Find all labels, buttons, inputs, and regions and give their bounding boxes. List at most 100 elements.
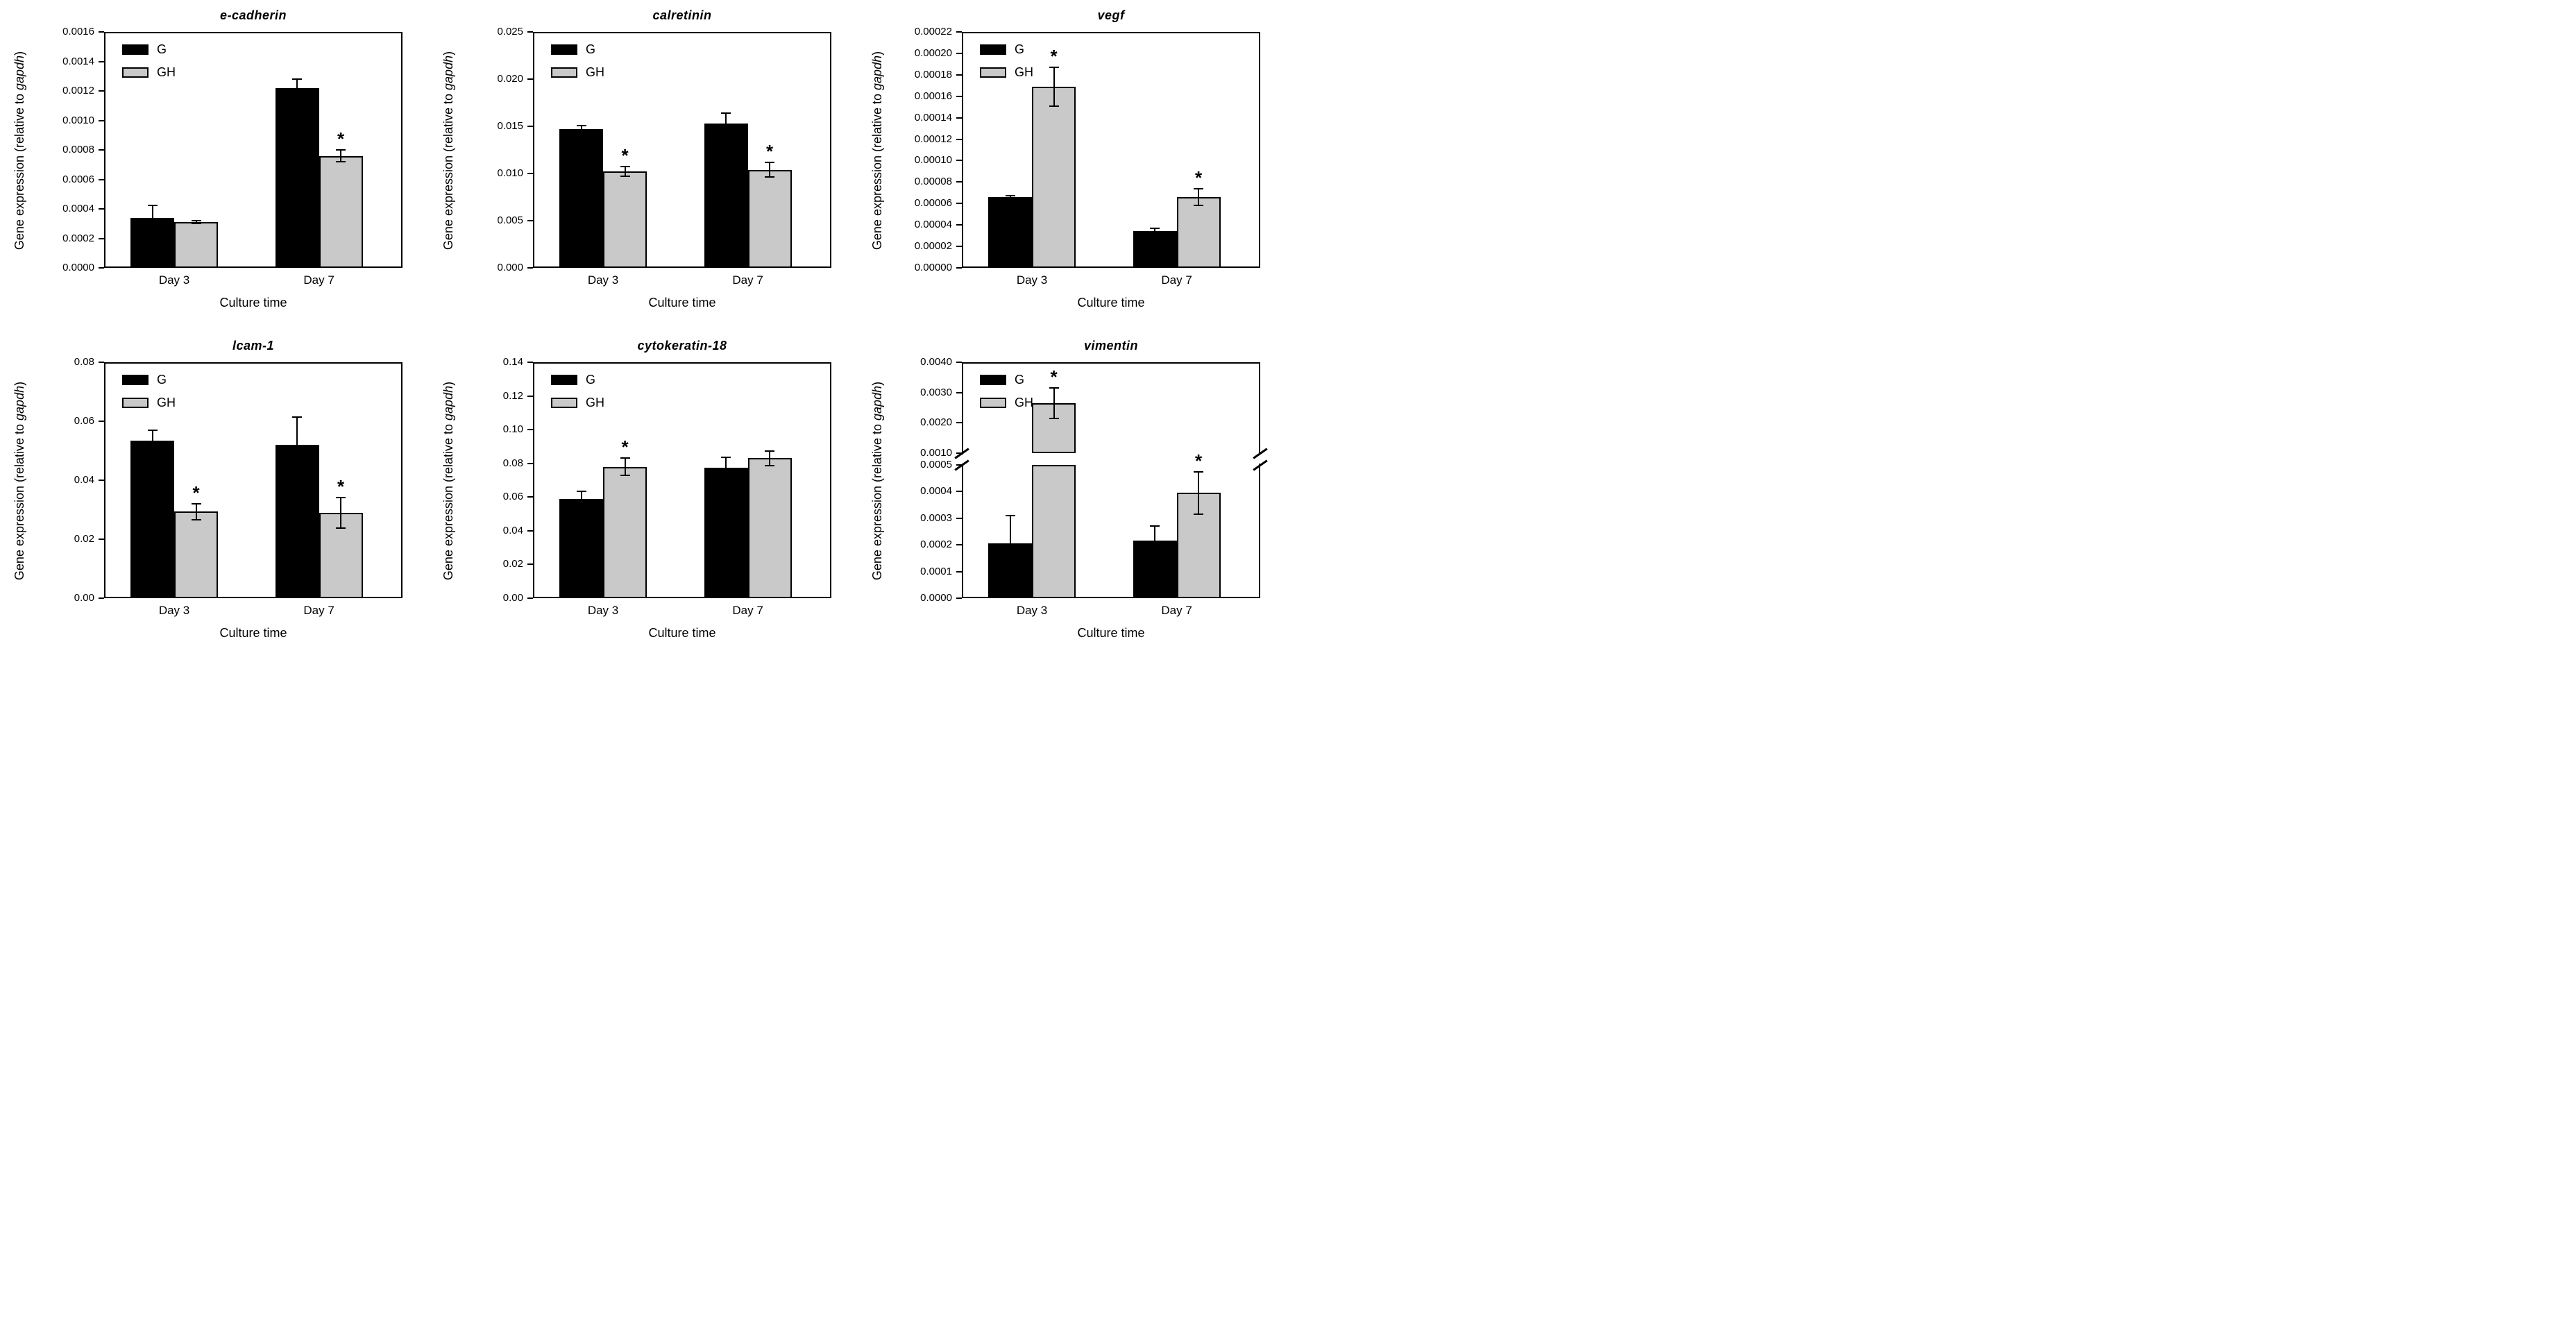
y-tick — [527, 429, 533, 431]
y-tick-label: 0.0002 — [62, 232, 94, 244]
error-bar-cap — [765, 450, 775, 452]
chart-title: cytokeratin-18 — [637, 339, 727, 353]
y-tick-label: 0.000 — [497, 262, 523, 273]
significance-star: * — [766, 140, 774, 162]
y-tick — [956, 52, 962, 54]
error-bar-cap — [1194, 187, 1204, 189]
y-tick — [99, 237, 104, 239]
x-axis-label: Culture time — [219, 626, 287, 640]
x-category-label: Day 7 — [303, 604, 334, 617]
error-bar-cap — [336, 496, 346, 498]
y-tick-label: 0.04 — [502, 524, 523, 536]
error-bar-cap — [336, 161, 346, 162]
y-tick-label: 0.08 — [74, 356, 94, 368]
y-tick — [99, 480, 104, 481]
y-tick — [956, 138, 962, 140]
y-tick — [956, 31, 962, 33]
legend-swatch-G — [122, 44, 149, 55]
y-tick-label: 0.00022 — [914, 26, 952, 37]
y-tick-label: 0.00 — [74, 592, 94, 604]
error-bar-cap — [620, 474, 630, 476]
y-tick-label: 0.00008 — [914, 176, 952, 188]
y-tick — [99, 421, 104, 422]
error-bar — [769, 162, 771, 178]
y-tick-label: 0.0030 — [920, 386, 952, 398]
legend-swatch-G — [551, 44, 577, 55]
y-tick-label: 0.0004 — [920, 485, 952, 498]
bar-G-Day 7 — [704, 123, 748, 268]
x-category-label: Day 7 — [732, 273, 763, 287]
error-bar — [1154, 526, 1156, 556]
chart-lcam-1: lcam-1 Gene expression (relative to gapd… — [0, 334, 429, 655]
axis-break-gap — [960, 455, 964, 464]
error-bar-cap — [1150, 525, 1160, 527]
y-tick-label: 0.02 — [74, 533, 94, 545]
y-tick — [956, 391, 962, 393]
x-axis-label: Culture time — [1077, 296, 1145, 310]
y-tick — [956, 267, 962, 269]
y-tick-label: 0.0020 — [920, 416, 952, 429]
y-tick-label: 0.00016 — [914, 90, 952, 102]
y-tick — [956, 422, 962, 424]
y-tick — [956, 362, 962, 363]
x-category-label: Day 3 — [1016, 273, 1048, 287]
error-bar-cap — [147, 204, 158, 206]
y-tick — [527, 78, 533, 80]
legend-swatch-GH — [122, 67, 149, 78]
significance-star: * — [621, 436, 629, 458]
legend-label-G: G — [586, 42, 596, 56]
chart-vimentin: vimentin Gene expression (relative to ga… — [858, 334, 1287, 655]
error-bar-cap — [576, 505, 586, 507]
y-tick-label: 0.025 — [497, 26, 523, 37]
x-category-label: Day 3 — [158, 273, 190, 287]
x-axis-label: Culture time — [648, 296, 716, 310]
error-bar-cap — [576, 132, 586, 134]
error-bar-cap — [1194, 514, 1204, 516]
y-tick-label: 0.00012 — [914, 133, 952, 145]
y-tick — [99, 267, 104, 269]
error-bar-cap — [1194, 205, 1204, 207]
error-bar-cap — [1049, 105, 1059, 107]
x-category-label: Day 3 — [158, 604, 190, 617]
chart-title: calretinin — [652, 8, 712, 22]
bar-GH-Day 3 — [603, 466, 647, 598]
y-tick-label: 0.0010 — [920, 447, 952, 459]
error-bar — [340, 150, 342, 162]
y-tick-label: 0.0016 — [62, 26, 94, 37]
y-tick — [527, 173, 533, 174]
error-bar — [151, 205, 153, 230]
chart-title: e-cadherin — [219, 8, 287, 22]
y-tick — [99, 60, 104, 62]
error-bar-cap — [1150, 234, 1160, 236]
error-bar-cap — [1049, 387, 1059, 389]
y-tick — [956, 246, 962, 248]
error-bar-cap — [147, 450, 158, 452]
bar-G-Day 3 — [559, 129, 604, 268]
y-tick-label: 0.12 — [502, 389, 523, 402]
y-tick-label: 0.00 — [502, 592, 523, 604]
y-tick-label: 0.015 — [497, 120, 523, 132]
error-bar-cap — [191, 503, 201, 505]
y-axis-label: Gene expression (relative to gapdh) — [870, 51, 884, 251]
error-bar — [580, 125, 582, 133]
y-tick — [99, 90, 104, 92]
y-tick — [527, 496, 533, 498]
chart-title: lcam-1 — [232, 339, 275, 353]
legend-swatch-GH — [980, 398, 1006, 408]
y-tick — [956, 160, 962, 162]
legend-swatch-G — [551, 375, 577, 385]
y-tick — [956, 95, 962, 97]
x-category-label: Day 3 — [1016, 604, 1048, 617]
y-tick — [99, 208, 104, 210]
bar-GH-Day 3 — [1032, 465, 1076, 598]
y-tick — [956, 74, 962, 76]
y-tick-label: 0.00020 — [914, 46, 952, 59]
y-tick — [99, 31, 104, 33]
error-bar — [1009, 196, 1011, 198]
y-tick-label: 0.020 — [497, 73, 523, 85]
y-tick-label: 0.0040 — [920, 356, 952, 368]
bar-GH-Day 7 — [1176, 493, 1221, 598]
y-tick — [527, 126, 533, 127]
y-tick — [99, 149, 104, 151]
x-category-label: Day 7 — [1161, 273, 1192, 287]
